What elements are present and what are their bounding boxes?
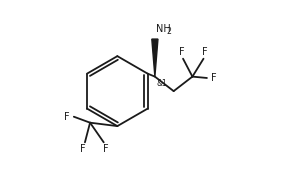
Text: F: F xyxy=(211,73,217,83)
Polygon shape xyxy=(152,39,158,77)
Text: F: F xyxy=(103,144,108,154)
Text: 2: 2 xyxy=(166,27,171,36)
Text: NH: NH xyxy=(156,24,171,34)
Text: &1: &1 xyxy=(157,79,168,88)
Text: F: F xyxy=(80,144,86,154)
Text: F: F xyxy=(64,112,70,122)
Text: F: F xyxy=(203,47,208,57)
Text: F: F xyxy=(178,47,184,57)
